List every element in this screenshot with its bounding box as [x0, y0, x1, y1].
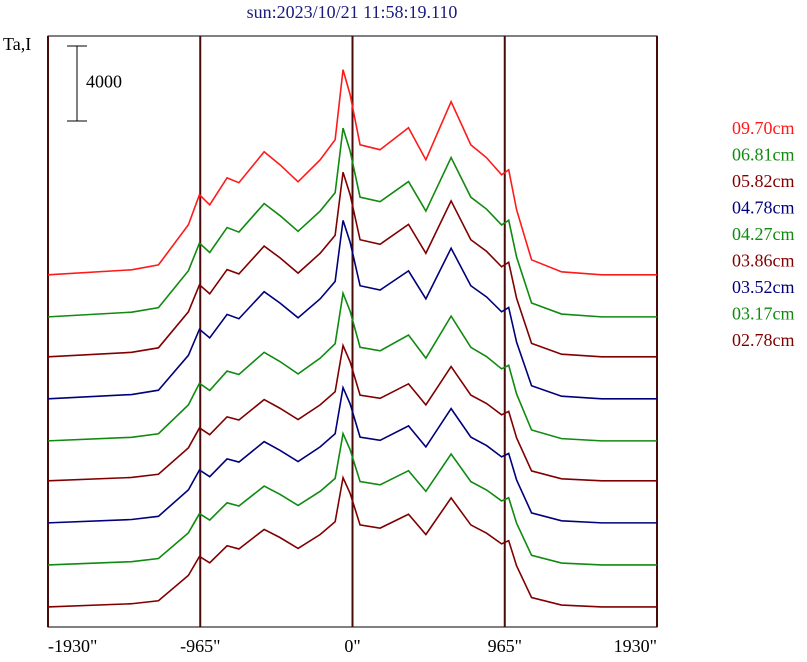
- legend-entry: 03.52cm: [732, 277, 795, 297]
- series-line: [47, 474, 657, 608]
- y-axis-label: Ta,I: [3, 34, 31, 54]
- series-line: [47, 220, 657, 400]
- x-tick-label: -1930": [48, 636, 97, 656]
- series-line: [47, 342, 657, 482]
- legend-entry: 09.70cm: [732, 118, 795, 138]
- legend-entry: 03.17cm: [732, 304, 795, 324]
- series-line: [47, 430, 657, 566]
- x-tick-label: 965": [488, 636, 522, 656]
- x-tick-label: -965": [180, 636, 220, 656]
- legend-entry: 06.81cm: [732, 145, 795, 165]
- chart-title: sun:2023/10/21 11:58:19.110: [247, 2, 458, 22]
- legend-entry: 04.27cm: [732, 224, 795, 244]
- series-line: [47, 127, 657, 318]
- series-line: [47, 290, 657, 442]
- scale-bar-label: 4000: [86, 72, 122, 92]
- legend-entry: 05.82cm: [732, 171, 795, 191]
- series-line: [47, 171, 657, 358]
- legend-entry: 03.86cm: [732, 251, 795, 271]
- series-line: [47, 384, 657, 524]
- x-tick-label: 1930": [614, 636, 657, 656]
- legend-entry: 04.78cm: [732, 198, 795, 218]
- series-line: [47, 69, 657, 276]
- legend-entry: 02.78cm: [732, 330, 795, 350]
- x-tick-label: 0": [344, 636, 360, 656]
